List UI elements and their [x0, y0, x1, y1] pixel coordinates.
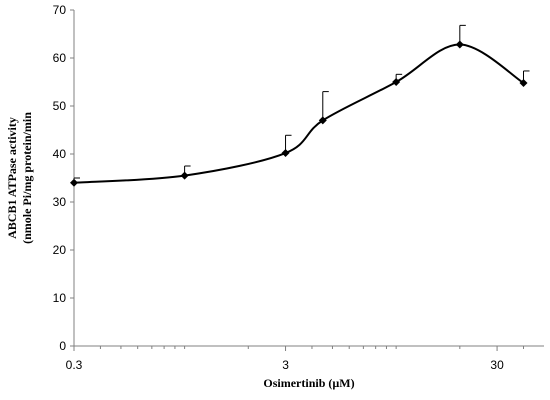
y-tick-label: 10: [53, 291, 67, 305]
y-axis-title-line-1: ABCB1 ATPase activity: [5, 117, 19, 239]
error-bars: [73, 24, 530, 183]
x-tick-label: 3: [282, 358, 289, 372]
data-point-marker: [281, 149, 290, 158]
data-point-marker: [318, 116, 327, 125]
y-tick-label: 0: [59, 339, 66, 353]
series-line: [73, 43, 525, 184]
y-tick-label: 20: [53, 243, 67, 257]
data-point-marker: [392, 78, 401, 86]
data-point-marker: [455, 40, 464, 49]
data-markers: [70, 40, 528, 187]
y-tick-label: 60: [53, 51, 67, 65]
y-axis-title-line-2: (nmole Pi/mg protein/min: [20, 112, 34, 244]
y-tick-label: 70: [53, 3, 67, 17]
y-tick-label: 50: [53, 99, 67, 113]
data-point-marker: [180, 171, 189, 180]
x-axis-title: Osimertinib (µM): [263, 376, 354, 390]
data-point-marker: [519, 78, 528, 87]
data-point-marker: [70, 178, 78, 187]
x-tick-label: 0.3: [66, 358, 83, 372]
y-tick-label: 30: [53, 195, 67, 209]
tick-labels: 0 10 20 30 40 50 60 70 0.3 3 30: [53, 3, 504, 372]
series-lines: [73, 43, 525, 184]
y-tick-label: 40: [53, 147, 67, 161]
x-tick-label: 30: [490, 358, 504, 372]
